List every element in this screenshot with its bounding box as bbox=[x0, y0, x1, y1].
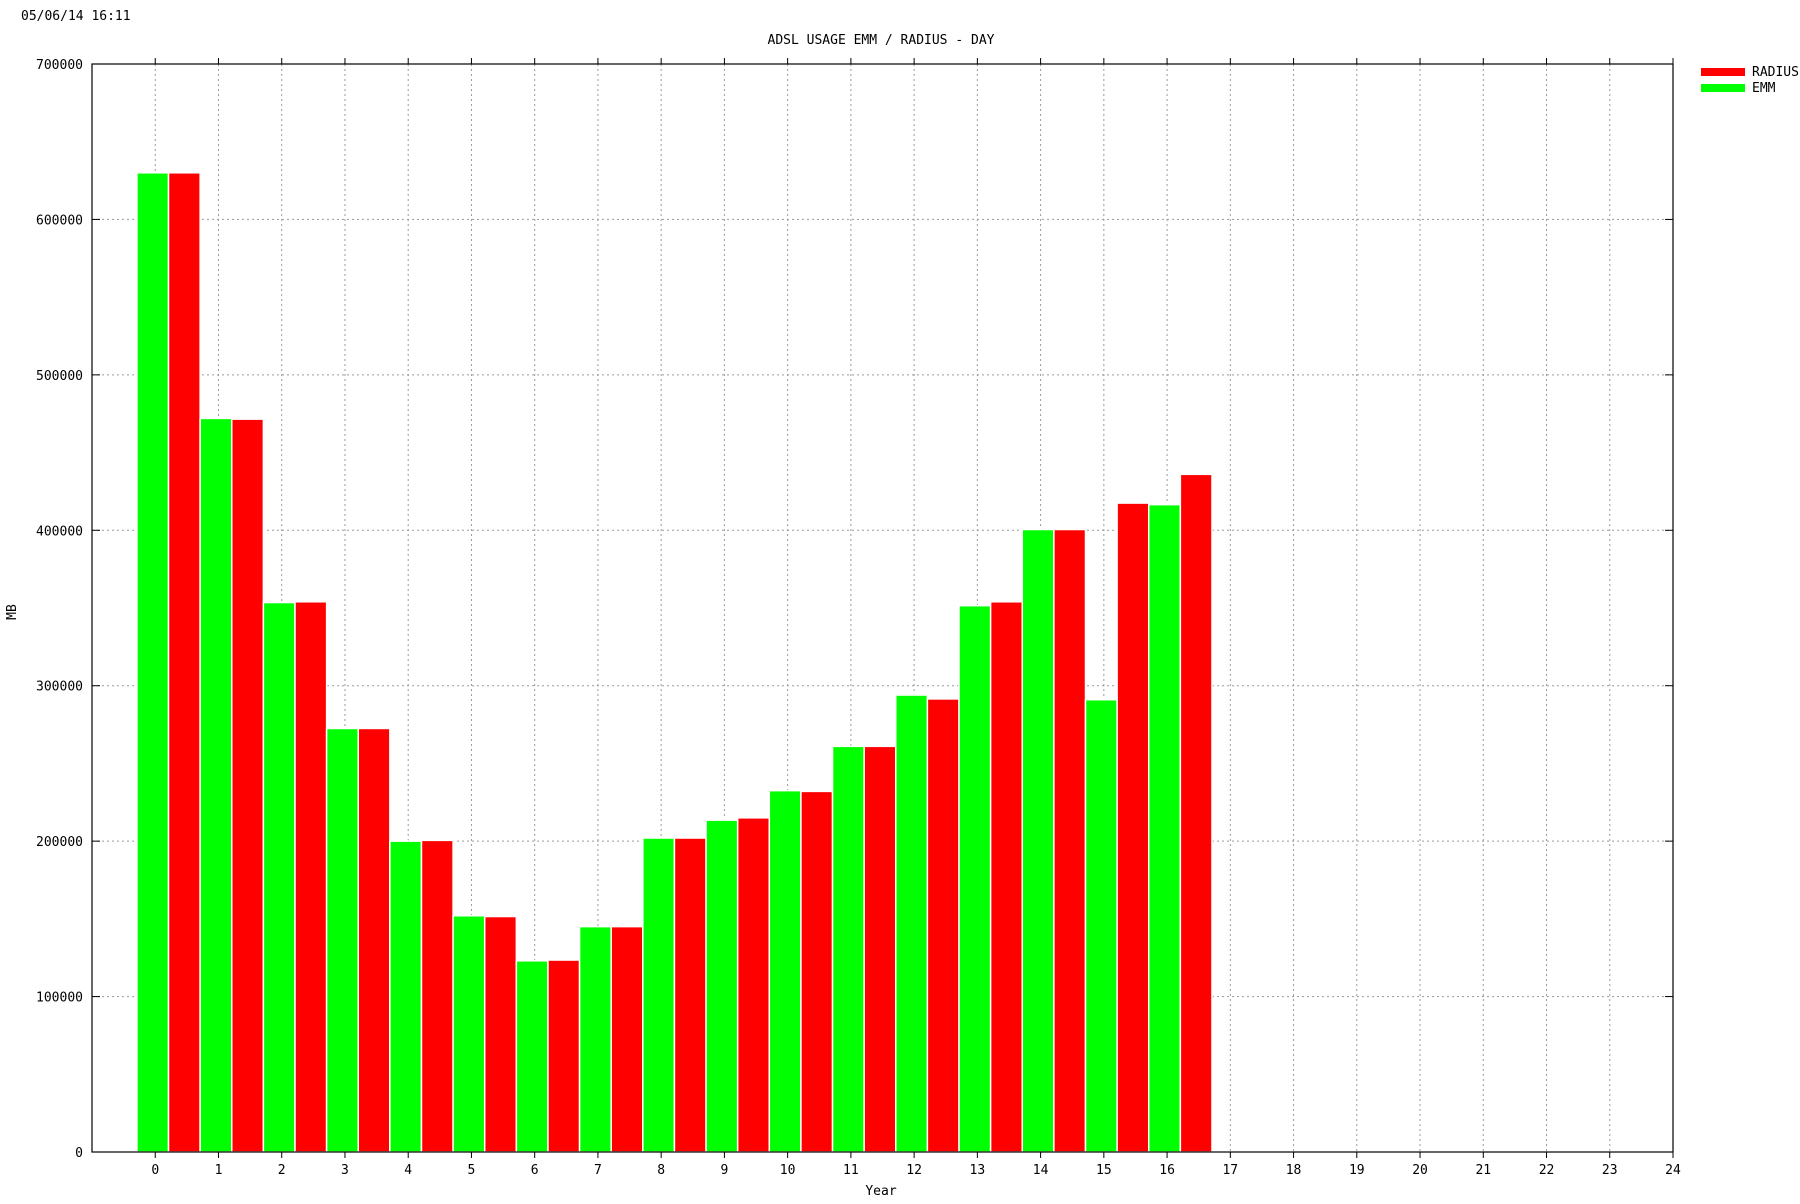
x-tick-label: 3 bbox=[341, 1163, 349, 1178]
bar-emm bbox=[831, 745, 865, 1153]
x-tick-label: 24 bbox=[1665, 1163, 1681, 1178]
bar-radius bbox=[167, 172, 201, 1153]
y-tick-label: 700000 bbox=[36, 58, 83, 73]
bar-emm bbox=[389, 840, 423, 1153]
x-tick-label: 2 bbox=[278, 1163, 286, 1178]
x-tick-label: 1 bbox=[215, 1163, 223, 1178]
plot-area-frame bbox=[91, 63, 1674, 1153]
x-tick-label: 12 bbox=[906, 1163, 922, 1178]
bar-emm bbox=[136, 172, 170, 1153]
bar-emm bbox=[262, 601, 296, 1153]
bar-radius bbox=[1179, 473, 1213, 1153]
x-tick-label: 23 bbox=[1602, 1163, 1618, 1178]
bar-radius bbox=[736, 817, 771, 1153]
bar-emm bbox=[768, 789, 802, 1153]
bar-emm bbox=[1084, 698, 1118, 1153]
bar-radius bbox=[294, 601, 328, 1153]
bar-emm bbox=[705, 819, 739, 1153]
bar-radius bbox=[926, 698, 960, 1153]
bar-emm bbox=[452, 914, 486, 1153]
bar-radius bbox=[800, 790, 834, 1153]
bar-radius bbox=[357, 727, 391, 1153]
x-tick-label: 16 bbox=[1159, 1163, 1175, 1178]
y-axis-label: MB bbox=[5, 604, 20, 620]
bar-radius bbox=[231, 418, 265, 1153]
y-tick-label: 500000 bbox=[36, 369, 83, 384]
y-tick-label: 300000 bbox=[36, 680, 83, 695]
y-tick-label: 0 bbox=[75, 1146, 83, 1161]
x-tick-label: 11 bbox=[843, 1163, 859, 1178]
x-tick-label: 20 bbox=[1412, 1163, 1428, 1178]
x-tick-label: 8 bbox=[657, 1163, 665, 1178]
bar-emm bbox=[958, 604, 992, 1153]
bar-radius bbox=[1116, 502, 1150, 1153]
x-tick-label: 4 bbox=[404, 1163, 412, 1178]
x-tick-label: 0 bbox=[151, 1163, 159, 1178]
axis-ticks: 0 1 2 3 4 5 6 7 8 9 10 11 12 13 14 15 16 17 18 19 20 21 22 23 24… bbox=[36, 58, 1681, 1178]
bars bbox=[136, 172, 1213, 1153]
x-tick-label: 5 bbox=[468, 1163, 476, 1178]
x-tick-label: 14 bbox=[1033, 1163, 1049, 1178]
bar-emm bbox=[515, 960, 549, 1153]
bar-radius bbox=[673, 837, 707, 1153]
x-tick-label: 18 bbox=[1286, 1163, 1302, 1178]
bar-radius bbox=[610, 925, 644, 1153]
x-tick-label: 7 bbox=[594, 1163, 602, 1178]
legend-label-emm: EMM bbox=[1752, 81, 1776, 96]
chart-title: ADSL USAGE EMM / RADIUS - DAY bbox=[768, 33, 995, 48]
bar-emm bbox=[325, 727, 359, 1153]
bar-radius bbox=[420, 839, 454, 1153]
bar-emm bbox=[578, 925, 612, 1153]
y-tick-label: 600000 bbox=[36, 213, 83, 228]
bar-radius bbox=[547, 959, 581, 1153]
x-tick-label: 6 bbox=[531, 1163, 539, 1178]
bar-radius bbox=[863, 745, 897, 1153]
y-tick-label: 100000 bbox=[36, 991, 83, 1006]
bar-radius bbox=[989, 601, 1024, 1153]
bar-emm bbox=[1021, 528, 1055, 1153]
x-tick-label: 17 bbox=[1222, 1163, 1238, 1178]
x-tick-label: 13 bbox=[970, 1163, 986, 1178]
legend-label-radius: RADIUS bbox=[1752, 65, 1799, 80]
x-tick-label: 19 bbox=[1349, 1163, 1365, 1178]
y-tick-label: 200000 bbox=[36, 835, 83, 850]
x-tick-label: 9 bbox=[720, 1163, 728, 1178]
bar-emm bbox=[895, 694, 929, 1153]
bar-emm bbox=[642, 837, 676, 1153]
bar-emm bbox=[199, 417, 233, 1153]
x-axis-label: Year bbox=[865, 1184, 896, 1199]
legend-swatch-radius bbox=[1701, 68, 1745, 76]
x-tick-label: 22 bbox=[1539, 1163, 1555, 1178]
y-tick-label: 400000 bbox=[36, 524, 83, 539]
legend-swatch-emm bbox=[1701, 84, 1745, 92]
bar-emm bbox=[1147, 503, 1182, 1153]
timestamp: 05/06/14 16:11 bbox=[21, 9, 131, 24]
bar-radius bbox=[1053, 528, 1087, 1153]
x-tick-label: 10 bbox=[780, 1163, 796, 1178]
bar-radius bbox=[483, 915, 518, 1153]
x-tick-label: 21 bbox=[1475, 1163, 1491, 1178]
x-tick-label: 15 bbox=[1096, 1163, 1112, 1178]
